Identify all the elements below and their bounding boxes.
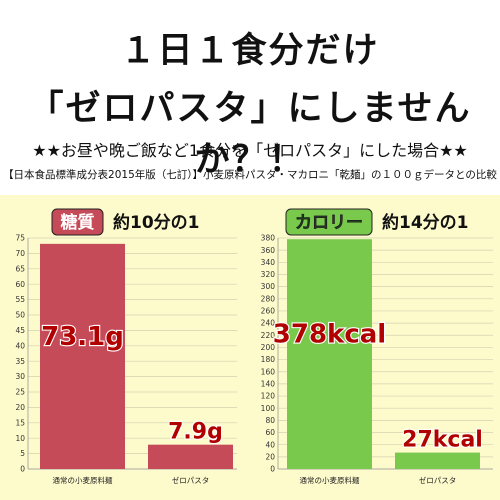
y-tick-label: 160 [261,367,276,376]
y-tick-label: 30 [15,372,25,381]
source-note: 【日本食品標準成分表2015年版（七訂）】小麦原料パスタ・マカロニ「乾麺」の１０… [3,169,497,181]
y-tick-label: 260 [261,307,276,316]
y-tick-label: 40 [265,440,275,449]
y-tick-label: 220 [261,331,276,340]
data-label: 7.9g [168,420,223,445]
chart-carbs: 0 5 10 15 20 25 30 35 40 45 50 55 60 65 70 75 通常の小麦原料麺 ゼロ… [15,208,237,485]
y-tick-label: 200 [261,343,276,352]
y-tick-label: 0 [20,465,25,474]
y-tick-label: 100 [261,404,276,413]
comparison-label: 約10分の1 [113,212,200,233]
y-tick-label: 55 [15,295,25,304]
headline-line-1: １日１食分だけ [120,31,380,71]
y-tick-label: 280 [261,294,276,303]
data-label: 73.1g [41,322,124,352]
bar-zero-pasta [148,444,233,469]
headline-line-2: 「ゼロパスタ」にしませんか？！ [28,89,472,180]
y-tick-label: 60 [265,428,275,437]
subtitle: ★★お昼や晩ご飯など1食分を「ゼロパスタ」にした場合★★ [32,141,468,160]
y-tick-label: 40 [15,341,25,350]
y-tick-label: 65 [15,264,25,273]
badge-box [285,208,373,236]
y-tick-label: 380 [261,234,276,243]
x-tick-label: 通常の小麦原料麺 [53,475,113,485]
y-tick-label: 140 [261,379,276,388]
data-label: 27kcal [402,428,483,453]
x-tick-label: ゼロパスタ [419,475,457,485]
y-tick-label: 80 [265,416,275,425]
comparison-label: 約14分の1 [382,212,469,233]
bar-regular-pasta [287,239,372,469]
y-tick-label: 20 [265,452,275,461]
badge-label: 糖質 [61,212,95,233]
x-tick-label: ゼロパスタ [172,475,210,485]
y-tick-label: 300 [261,282,276,291]
chart-calories: 0 20 40 60 80 100 120 140 160 180 200 220 240 260 280 3… [261,208,493,485]
y-tick-label: 0 [270,465,275,474]
y-tick-label: 25 [15,388,25,397]
data-label: 378kcal [273,320,386,350]
bar-zero-pasta [395,452,480,469]
x-tick-label: 通常の小麦原料麺 [300,475,360,485]
y-tick-label: 10 [15,434,25,443]
badge-box [51,208,104,236]
y-tick-label: 50 [15,311,25,320]
y-tick-label: 340 [261,258,276,267]
y-tick-label: 45 [15,326,25,335]
y-tick-label: 35 [15,357,25,366]
y-tick-label: 15 [15,418,25,427]
y-tick-label: 360 [261,246,276,255]
y-tick-label: 240 [261,319,276,328]
comparison-charts: 0 5 10 15 20 25 30 35 40 45 50 55 60 65 70 75 通常の小麦原料麺 ゼロ… [15,208,493,485]
y-tick-label: 120 [261,392,276,401]
y-tick-label: 75 [15,234,25,243]
y-tick-label: 320 [261,270,276,279]
y-tick-label: 180 [261,355,276,364]
badge-label: カロリー [295,213,363,233]
y-tick-label: 60 [15,280,25,289]
y-tick-label: 20 [15,403,25,412]
y-tick-label: 70 [15,249,25,258]
y-tick-label: 5 [20,449,25,458]
bar-regular-pasta [40,243,125,469]
